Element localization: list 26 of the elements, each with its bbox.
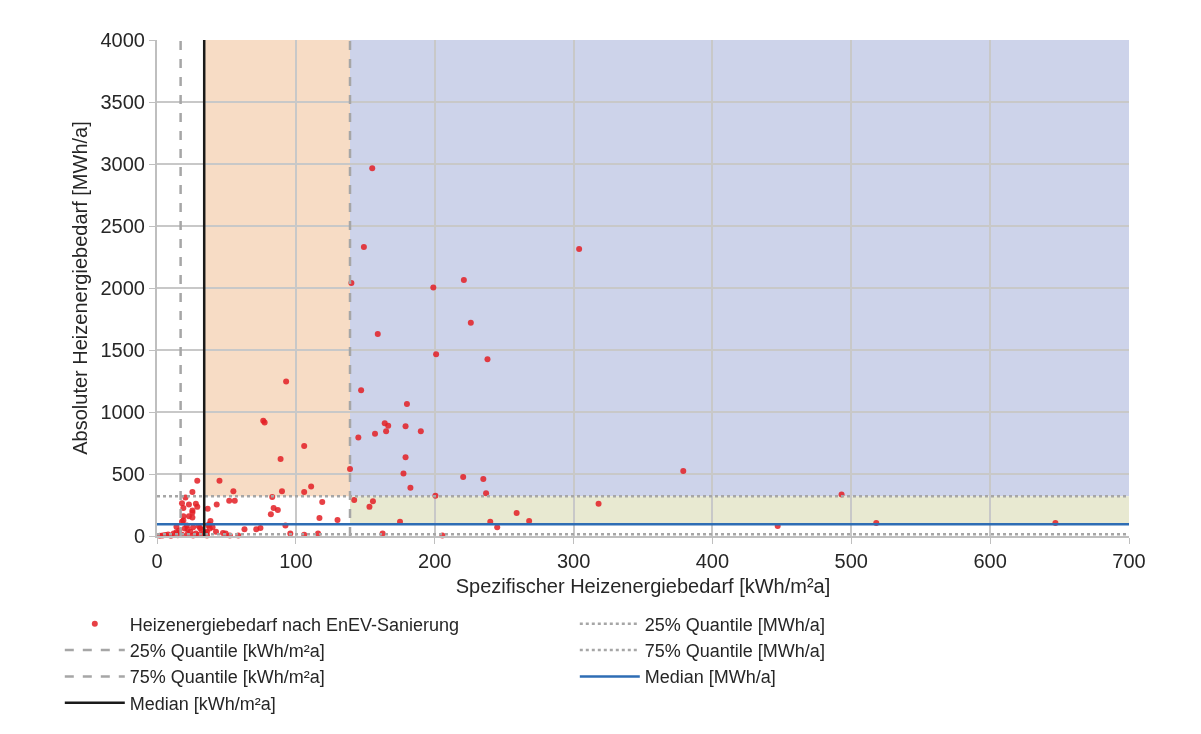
legend-label: Median [MWh/a] [644,667,776,688]
x-tick-label: 400 [695,550,730,572]
y-tick-label: 1000 [100,401,145,423]
ref-line-label: Median [kWh/m²a] [129,693,276,714]
y-axis-title: Absoluter Heizenergiebedarf [MWh/a] [68,121,91,455]
y-tick-label: 2500 [100,215,145,237]
y-tick-label: 500 [111,463,145,485]
x-tick-label: 100 [279,550,313,572]
x-tick-label: 600 [973,550,1007,572]
y-tick-label: 0 [133,525,145,547]
y-tick-label: 3000 [100,153,145,175]
legend-label: Heizenergiebedarf nach EnEV-Sanierung [129,614,460,635]
legend-label: 75% Quantile [kWh/m²a] [129,667,325,688]
x-axis-title: Spezifischer Heizenergiebedarf [kWh/m²a] [455,575,831,597]
y-tick-label: 4000 [100,29,145,51]
x-tick-label: 500 [834,550,868,572]
legend-label: 75% Quantile [MWh/a] [644,641,825,662]
x-tick-label: 700 [1112,550,1146,572]
y-tick-label: 2000 [100,277,145,299]
legend-label: 25% Quantile [kWh/m²a] [129,641,325,662]
legend-label: 25% Quantile [MWh/a] [644,614,825,635]
x-tick-label: 300 [556,550,591,572]
x-tick-label: 0 [151,550,163,572]
y-tick-label: 1500 [100,339,145,361]
y-tick-label: 3500 [100,91,145,113]
x-tick-label: 200 [418,550,452,572]
